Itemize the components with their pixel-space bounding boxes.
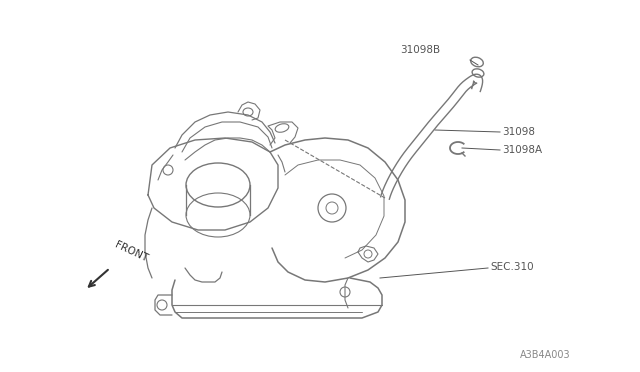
Text: 31098A: 31098A	[502, 145, 542, 155]
Text: 31098B: 31098B	[400, 45, 440, 55]
Text: A3B4A003: A3B4A003	[520, 350, 571, 360]
Text: 31098: 31098	[502, 127, 535, 137]
Text: SEC.310: SEC.310	[490, 262, 534, 272]
Text: FRONT: FRONT	[113, 240, 149, 264]
